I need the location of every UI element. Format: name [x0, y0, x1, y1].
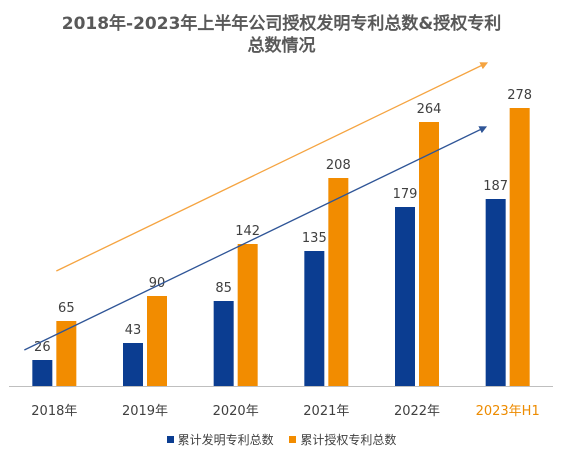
bar [123, 343, 143, 386]
data-label: 65 [58, 301, 75, 316]
x-tick-label: 2022年 [394, 404, 440, 419]
bar [328, 178, 349, 386]
x-tick-label: 2023年H1 [476, 404, 540, 419]
data-label: 179 [393, 187, 418, 202]
data-label: 43 [125, 323, 142, 338]
trend-arrow [56, 62, 489, 272]
data-label: 187 [483, 179, 508, 194]
data-label: 208 [326, 158, 351, 173]
chart-title-line-2: 总数情况 [247, 36, 316, 56]
legend-item-invention: 累计发明专利总数 [166, 431, 274, 448]
legend-label-invention: 累计发明专利总数 [177, 433, 274, 447]
data-label: 135 [302, 231, 327, 246]
bar [485, 199, 506, 386]
data-label: 142 [235, 224, 260, 239]
bar [213, 301, 234, 386]
bar [56, 321, 77, 386]
data-label: 85 [215, 281, 232, 296]
x-tick-label: 2021年 [303, 404, 349, 419]
data-label: 264 [417, 102, 442, 117]
chart-title-line-1: 2018年-2023年上半年公司授权发明专利总数&授权专利 [61, 14, 502, 34]
x-tick-label: 2020年 [213, 404, 259, 419]
bar [147, 296, 167, 386]
data-label: 26 [34, 340, 51, 355]
bar [419, 122, 439, 386]
bar [32, 360, 53, 386]
legend-swatch-granted [289, 436, 297, 443]
data-label: 278 [507, 88, 532, 103]
chart-title: 2018年-2023年上半年公司授权发明专利总数&授权专利 总数情况 [0, 13, 563, 57]
x-tick-label: 2019年 [122, 404, 168, 419]
bar [237, 244, 258, 386]
bar [509, 108, 530, 386]
legend-item-granted: 累计授权专利总数 [289, 431, 396, 448]
legend-label-granted: 累计授权专利总数 [300, 433, 397, 447]
trend-arrow [24, 126, 488, 351]
x-tick-label: 2018年 [31, 404, 77, 419]
bar [304, 251, 325, 386]
bar [395, 207, 415, 386]
chart-legend: 累计发明专利总数 累计授权专利总数 [0, 431, 563, 448]
legend-swatch-invention [166, 436, 174, 443]
